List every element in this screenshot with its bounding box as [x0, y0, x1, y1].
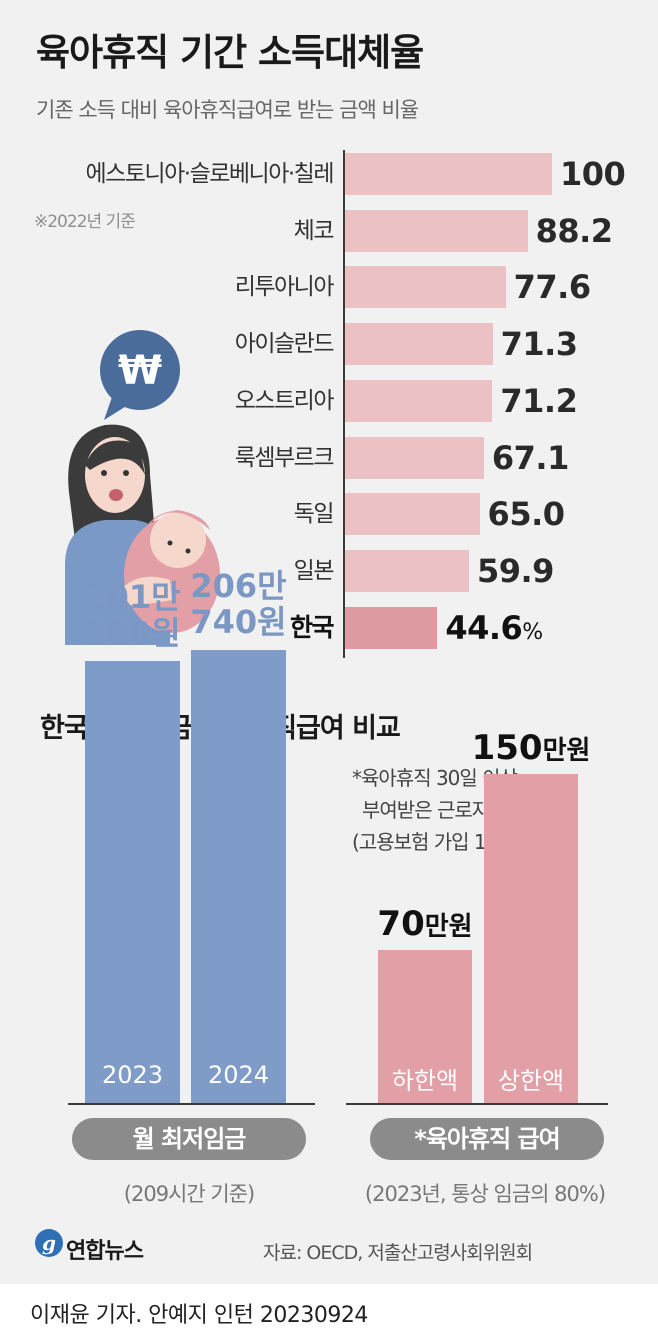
- rate-value-label: 100: [560, 155, 626, 193]
- bar-category-label: 2023: [101, 1061, 164, 1089]
- source-note: 자료: OECD, 저출산고령사회위원회: [263, 1242, 533, 1264]
- bar-category-label: 상한액: [497, 1067, 565, 1095]
- value-label-line: 201만: [84, 578, 181, 617]
- basis-note: ※2022년 기준: [34, 212, 136, 232]
- rate-value-label: 88.2: [535, 211, 613, 250]
- benefit-basis-note: (2023년, 통상 임금의 80%): [364, 1182, 606, 1206]
- rate-bar: [345, 266, 506, 309]
- rate-value-label: 44.6%: [445, 608, 543, 647]
- value-unit: 만원: [542, 736, 591, 767]
- rate-value-label: 71.2: [500, 381, 578, 420]
- credit-bar: [0, 1284, 658, 1343]
- benefit-footnote: *육아휴직 30일 이상 부여받은 근로자 (고용보험 가입 180일 이상): [352, 762, 574, 858]
- country-label: 일본: [293, 557, 335, 584]
- min-wage-value-label: 201만 580원: [75, 579, 190, 651]
- chart1-axis-line: [343, 150, 345, 658]
- rate-bar: [345, 606, 438, 649]
- rate-bar: [345, 209, 528, 252]
- credit-line: 이재윤 기자. 안예지 인턴 20230924: [30, 1303, 368, 1328]
- benefit-bar: [484, 774, 578, 1103]
- min-wage-bar: [191, 650, 286, 1103]
- bar-category-label: 하한액: [391, 1067, 459, 1095]
- value-unit: 만원: [424, 911, 473, 942]
- value-number: 70: [377, 903, 425, 944]
- mother-baby-illustration: ₩: [65, 330, 220, 645]
- benefit-value-label: 70만원: [358, 906, 492, 945]
- country-label: 아이슬란드: [234, 331, 335, 358]
- benefit-baseline: [346, 1103, 608, 1105]
- rate-bar: [345, 379, 493, 422]
- min-wage-value-label: 206만 740원: [181, 568, 296, 640]
- page-title: 육아휴직 기간 소득대체율: [36, 31, 424, 74]
- country-label: 룩셈부르크: [234, 444, 335, 471]
- benefit-bar: [378, 949, 472, 1103]
- rate-value-label: 71.3: [500, 325, 578, 364]
- value-number: 150: [471, 728, 543, 769]
- min-wage-label-pill: 월 최저임금: [72, 1118, 306, 1160]
- benefit-label-pill: *육아휴직 급여: [370, 1118, 604, 1160]
- min-wage-basis-note: (209시간 기준): [123, 1182, 255, 1206]
- yonhap-logo-icon: g: [35, 1229, 63, 1257]
- country-label: 오스트리아: [234, 387, 335, 414]
- country-label: 독일: [293, 501, 335, 528]
- svg-text:₩: ₩: [118, 348, 162, 394]
- value-label-line: 206만: [190, 567, 287, 606]
- country-label: 에스토니아·슬로베니아·칠레: [85, 161, 334, 187]
- country-label: 체코: [293, 217, 335, 244]
- svg-text:g: g: [42, 1231, 56, 1255]
- percent-unit: %: [522, 619, 543, 645]
- rate-value-label: 67.1: [491, 438, 569, 477]
- yonhap-logo-text: 연합뉴스: [66, 1239, 144, 1264]
- rate-bar: [345, 153, 552, 195]
- value-label-line: 740원: [190, 603, 287, 642]
- min-wage-bar: [85, 661, 180, 1103]
- baby-icon: [120, 510, 220, 633]
- rate-bar: [345, 493, 480, 536]
- rate-value-label: 59.9: [476, 551, 554, 590]
- page-subtitle: 기존 소득 대비 육아휴직급여로 받는 금액 비율: [36, 98, 419, 122]
- rate-bar: [345, 323, 493, 366]
- won-speech-bubble-icon: ₩: [100, 330, 180, 420]
- benefit-value-label: 150만원: [464, 730, 598, 769]
- country-label: 리투아니아: [234, 274, 335, 301]
- rate-value-label: 77.6: [513, 268, 591, 307]
- rate-bar: [345, 436, 484, 479]
- bar-category-label: 2024: [207, 1061, 270, 1089]
- rate-value-label: 65.0: [487, 495, 565, 534]
- value-label-line: 580원: [84, 614, 181, 653]
- rate-bar: [345, 549, 469, 592]
- min-wage-baseline: [68, 1103, 315, 1105]
- country-label: 한국: [289, 612, 335, 642]
- footnote-line-2: 부여받은 근로자: [362, 798, 490, 822]
